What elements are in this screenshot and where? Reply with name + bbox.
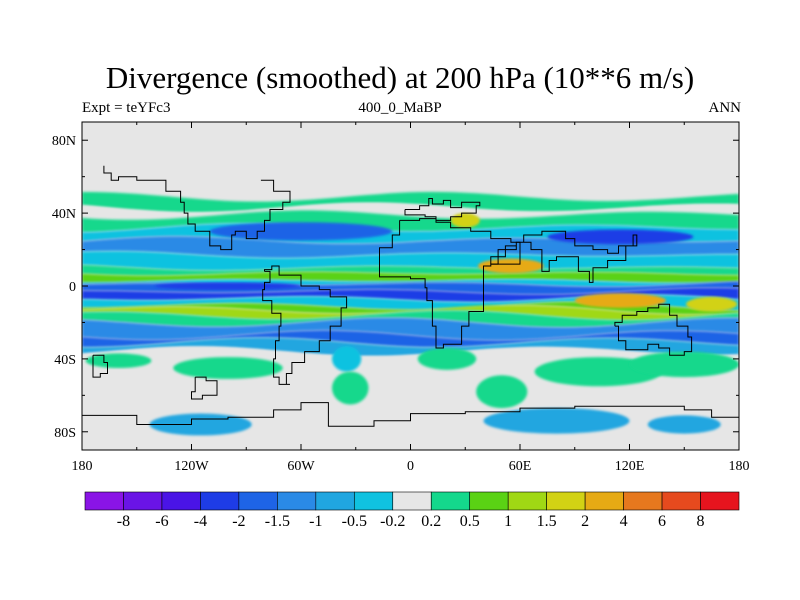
contour-blob bbox=[574, 293, 666, 308]
contour-blob bbox=[85, 353, 152, 369]
colorbar-swatch bbox=[200, 491, 240, 511]
colorbar-swatch bbox=[392, 491, 432, 511]
contour-band bbox=[82, 305, 739, 321]
axes: 180 120W 60W 0 60E 120E 180 80N 40N 0 40S 80S bbox=[52, 122, 750, 474]
x-tick-label: 120E bbox=[615, 459, 645, 474]
colorbar-label: 0.2 bbox=[421, 513, 441, 530]
colorbar-label: -1.5 bbox=[265, 513, 290, 530]
colorbar-label: -2 bbox=[232, 513, 245, 530]
colorbar-label: -0.2 bbox=[380, 513, 405, 530]
y-tick-label: 0 bbox=[69, 280, 76, 295]
coastline-layer bbox=[82, 165, 739, 429]
colorbar-swatch bbox=[661, 491, 701, 511]
contour-blob bbox=[332, 371, 369, 405]
coastline bbox=[379, 218, 521, 349]
chart-title: Divergence (smoothed) at 200 hPa (10**6 … bbox=[105, 60, 695, 95]
contour-band bbox=[82, 287, 739, 303]
experiment-label: Expt = teYFc3 bbox=[82, 100, 171, 116]
colorbar-swatch bbox=[623, 491, 663, 511]
contour-band bbox=[82, 191, 739, 213]
colorbar-label: -8 bbox=[117, 513, 130, 530]
colorbar-swatch bbox=[546, 491, 586, 511]
contour-blob bbox=[450, 213, 480, 228]
y-tick-label: 40N bbox=[52, 207, 76, 222]
contour-band bbox=[82, 317, 739, 341]
colorbar-swatch bbox=[238, 491, 278, 511]
contour-band bbox=[82, 128, 739, 202]
contour-band bbox=[82, 210, 739, 233]
contour-band bbox=[82, 294, 739, 311]
coastline bbox=[103, 165, 291, 251]
colorbar-swatch bbox=[161, 491, 201, 511]
x-tick-label: 120W bbox=[174, 459, 209, 474]
colorbar-label: -4 bbox=[194, 513, 207, 530]
contour-band bbox=[82, 337, 739, 357]
x-tick-label: 180 bbox=[72, 459, 93, 474]
contour-blob bbox=[209, 222, 393, 241]
colorbar-swatch bbox=[469, 491, 509, 511]
colorbar-label: -6 bbox=[155, 513, 168, 530]
contour-band bbox=[82, 251, 739, 271]
colorbar-swatch bbox=[430, 491, 471, 511]
colorbar-label: 2 bbox=[581, 513, 589, 530]
contour-band bbox=[82, 310, 739, 328]
contour-blob bbox=[332, 346, 362, 372]
contour-blob bbox=[547, 229, 694, 245]
colorbar: -8 -6 -4 -2 -1.5 -1 -0.5 -0.2 0.2 0.5 1 1.5 2 4 6 8 bbox=[84, 491, 740, 530]
colorbar-swatch bbox=[123, 491, 163, 511]
colorbar-swatch bbox=[277, 491, 317, 511]
colorbar-swatch bbox=[353, 491, 394, 511]
y-tick-label: 80N bbox=[52, 134, 76, 149]
coastline bbox=[262, 265, 348, 385]
coastline bbox=[404, 198, 481, 221]
period-label: 400_0_MaBP bbox=[358, 100, 442, 116]
contour-blob bbox=[647, 415, 721, 434]
coastline bbox=[191, 376, 218, 400]
contour-band bbox=[82, 264, 739, 276]
colorbar-label: 8 bbox=[697, 513, 705, 530]
x-tick-label: 0 bbox=[407, 459, 414, 474]
colorbar-label: 1 bbox=[504, 513, 512, 530]
contour-blob bbox=[417, 347, 477, 370]
contour-blob bbox=[476, 375, 528, 409]
plot-area bbox=[82, 122, 739, 450]
x-tick-label: 180 bbox=[729, 459, 750, 474]
colorbar-label: -0.5 bbox=[342, 513, 367, 530]
contour-blob bbox=[155, 282, 301, 290]
colorbar-swatch bbox=[507, 491, 547, 511]
coastline bbox=[92, 354, 108, 378]
colorbar-label: 4 bbox=[620, 513, 628, 530]
y-tick-label: 80S bbox=[54, 426, 76, 441]
colorbar-swatch bbox=[584, 491, 624, 511]
x-tick-label: 60W bbox=[287, 459, 315, 474]
contour-blob bbox=[173, 357, 283, 379]
coastline bbox=[82, 402, 739, 429]
x-tick-label: 60E bbox=[509, 459, 532, 474]
y-tick-label: 40S bbox=[54, 353, 76, 368]
contour-blob bbox=[478, 258, 544, 274]
contour-band bbox=[82, 301, 739, 315]
colorbar-swatch bbox=[315, 491, 355, 511]
colorbar-label: 0.5 bbox=[460, 513, 480, 530]
season-label: ANN bbox=[708, 100, 742, 116]
coastline bbox=[614, 303, 693, 356]
contour-band bbox=[82, 330, 739, 348]
colorbar-label: 1.5 bbox=[537, 513, 557, 530]
colorbar-swatch bbox=[700, 491, 740, 511]
contour-band bbox=[82, 203, 739, 220]
contour-band bbox=[82, 279, 739, 287]
contour-blob bbox=[629, 351, 739, 378]
colorbar-label: 6 bbox=[658, 513, 666, 530]
colorbar-label: -1 bbox=[309, 513, 322, 530]
coastline bbox=[490, 230, 638, 283]
contour-blob bbox=[686, 296, 738, 312]
contour-blob bbox=[483, 408, 630, 434]
colorbar-swatch bbox=[84, 491, 124, 511]
